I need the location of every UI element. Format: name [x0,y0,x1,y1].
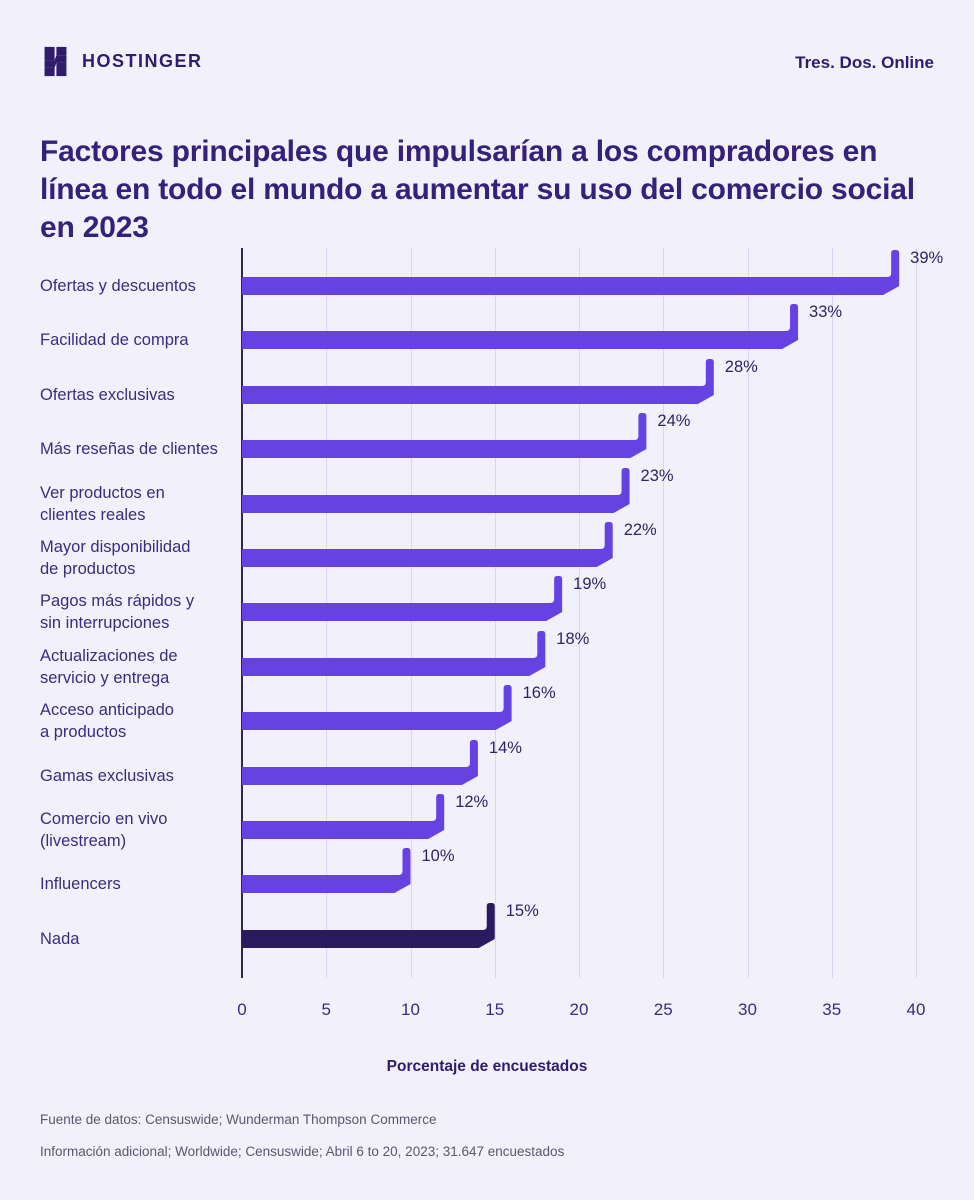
x-axis-title: Porcentaje de encuestados [386,1058,588,1075]
chart-title: Factores principales que impulsarían a l… [40,135,915,245]
plot-area: 39% 33% 28% 24% 23% 22% 19% 18% 16% 14% 12% 10% 15% [241,248,943,978]
bar-value-label: 28% [724,357,758,376]
category-label: Comercio en vivo (livestream) [40,810,168,850]
bar [242,902,495,948]
gridline [663,248,665,978]
bar-row [242,522,613,567]
bar [242,358,714,404]
bar-value-label: 10% [421,847,455,866]
additional-info-note: Información adicional; Worldwide; Census… [40,1144,565,1159]
bar-value-label: 16% [522,684,556,703]
bar [242,522,613,567]
category-label: Influencers [40,875,121,894]
x-tick-label: 25 [653,1000,673,1019]
bar [242,739,478,785]
x-tick-label: 35 [822,1000,842,1019]
bar-value-label: 18% [556,629,590,648]
bar-value-label: 33% [809,303,843,322]
bar [242,685,512,731]
bar-row [242,358,714,404]
gridline [747,248,749,978]
bar-value-label: 19% [573,575,607,594]
bar-row [242,467,630,513]
x-tick-label: 10 [401,1000,420,1019]
x-tick-label: 30 [738,1000,757,1019]
gridline [579,248,580,978]
bar-row [242,685,512,731]
bar [242,250,900,295]
category-label: Ofertas y descuentos [40,277,196,295]
bar [242,576,563,622]
x-tick-label: 20 [569,1000,589,1019]
header-tagline: Tres. Dos. Online [795,53,934,72]
x-tick-label: 5 [321,1000,331,1019]
category-label: Más reseñas de clientes [40,440,218,459]
hostinger-logo: HOSTINGER [40,46,203,77]
bar-row [242,739,478,785]
category-label: Actualizaciones de servicio y entrega [40,646,178,687]
bar-value-label: 15% [505,901,539,920]
category-label: Acceso anticipado a productos [40,701,174,742]
x-tick-label: 40 [906,1000,926,1019]
bar-row [242,902,495,948]
x-tick-label: 15 [485,1000,505,1019]
brand-name: HOSTINGER [82,51,203,71]
category-label: Nada [40,929,80,948]
category-label: Ver productos en clientes reales [40,483,165,524]
gridline [916,248,917,978]
bar-row [242,250,900,295]
bar-value-label: 23% [640,466,674,485]
bar-value-label: 14% [488,738,522,757]
category-label: Gamas exclusivas [40,766,174,785]
bar-row [242,413,647,459]
bar [242,304,799,350]
category-label: Ofertas exclusivas [40,385,175,404]
bar-row [242,304,799,350]
bar-value-label: 12% [455,793,489,811]
bar [242,413,647,459]
bar-value-label: 39% [910,249,944,267]
bar-value-label: 24% [657,412,691,431]
gridline [831,248,833,978]
header: HOSTINGER Tres. Dos. Online [40,46,934,82]
data-source-note: Fuente de datos: Censuswide; Wunderman T… [40,1112,437,1127]
bar [242,794,445,839]
x-tick-label: 0 [237,1000,247,1019]
bar-value-label: 22% [623,521,657,539]
bar-row [242,630,546,676]
hostinger-h-icon [44,46,67,77]
category-labels: Ofertas y descuentos Facilidad de compra O… [40,248,236,978]
category-label: Facilidad de compra [40,331,189,350]
category-label: Mayor disponibilidad de productos [40,538,191,578]
bar-row [242,848,411,894]
bar [242,848,411,894]
bar-row [242,794,445,839]
bar [242,467,630,513]
category-label: Pagos más rápidos y sin interrupciones [40,592,195,633]
bar [242,630,546,676]
x-axis-ticks: 0 5 10 15 20 25 30 35 40 [237,1000,925,1022]
bar-row [242,576,563,622]
